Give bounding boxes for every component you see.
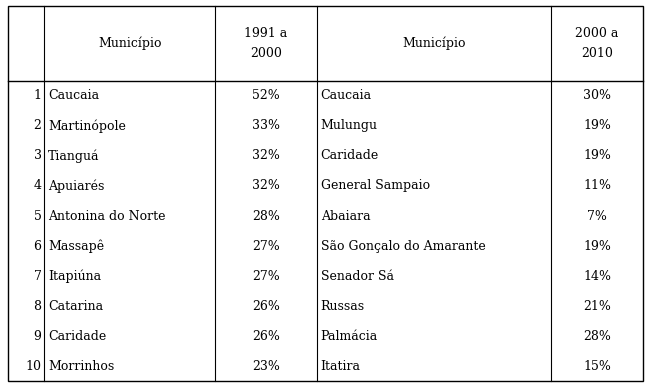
Text: Massapê: Massapê xyxy=(48,239,104,253)
Text: 32%: 32% xyxy=(252,180,280,192)
Text: 19%: 19% xyxy=(583,149,611,163)
Text: 27%: 27% xyxy=(252,270,280,283)
Text: General Sampaio: General Sampaio xyxy=(321,180,430,192)
Text: Itatira: Itatira xyxy=(321,360,361,373)
Text: 10: 10 xyxy=(25,360,42,373)
Text: 2: 2 xyxy=(34,120,42,132)
Text: 33%: 33% xyxy=(252,120,280,132)
Text: 3: 3 xyxy=(34,149,42,163)
Text: 6: 6 xyxy=(34,240,42,253)
Text: Itapiúna: Itapiúna xyxy=(48,269,101,283)
Text: Martinópole: Martinópole xyxy=(48,119,126,133)
Text: Tianguá: Tianguá xyxy=(48,149,100,163)
Text: 26%: 26% xyxy=(252,300,280,313)
Text: 19%: 19% xyxy=(583,120,611,132)
Text: 26%: 26% xyxy=(252,330,280,342)
Text: 19%: 19% xyxy=(583,240,611,253)
Text: 5: 5 xyxy=(34,209,42,223)
Text: Catarina: Catarina xyxy=(48,300,104,313)
Text: 21%: 21% xyxy=(583,300,611,313)
Text: 28%: 28% xyxy=(583,330,611,342)
Text: 14%: 14% xyxy=(583,270,611,283)
Text: 7%: 7% xyxy=(587,209,607,223)
Text: 1991 a: 1991 a xyxy=(245,27,288,40)
Text: Município: Município xyxy=(98,37,161,50)
Text: 7: 7 xyxy=(34,270,42,283)
Text: 30%: 30% xyxy=(583,89,611,103)
Text: 32%: 32% xyxy=(252,149,280,163)
Text: 27%: 27% xyxy=(252,240,280,253)
Text: Morrinhos: Morrinhos xyxy=(48,360,115,373)
Text: 9: 9 xyxy=(34,330,42,342)
Text: 2000: 2000 xyxy=(250,46,282,60)
Text: Apuiarés: Apuiarés xyxy=(48,179,104,193)
Text: Caucaia: Caucaia xyxy=(48,89,99,103)
Text: Município: Município xyxy=(402,37,465,50)
Text: Caridade: Caridade xyxy=(321,149,379,163)
Text: 15%: 15% xyxy=(583,360,611,373)
Text: 2000 a: 2000 a xyxy=(575,27,618,40)
Text: Caucaia: Caucaia xyxy=(321,89,372,103)
Text: Caridade: Caridade xyxy=(48,330,106,342)
Text: Russas: Russas xyxy=(321,300,365,313)
Text: 52%: 52% xyxy=(252,89,280,103)
Text: 11%: 11% xyxy=(583,180,611,192)
Text: Abaiara: Abaiara xyxy=(321,209,370,223)
Text: 28%: 28% xyxy=(252,209,280,223)
Text: Palmácia: Palmácia xyxy=(321,330,378,342)
Text: Mulungu: Mulungu xyxy=(321,120,378,132)
Text: Antonina do Norte: Antonina do Norte xyxy=(48,209,165,223)
Text: 8: 8 xyxy=(34,300,42,313)
Text: 2010: 2010 xyxy=(581,46,613,60)
Text: Senador Sá: Senador Sá xyxy=(321,270,394,283)
Text: 1: 1 xyxy=(34,89,42,103)
Text: 4: 4 xyxy=(34,180,42,192)
Text: São Gonçalo do Amarante: São Gonçalo do Amarante xyxy=(321,240,486,253)
Text: 23%: 23% xyxy=(252,360,280,373)
